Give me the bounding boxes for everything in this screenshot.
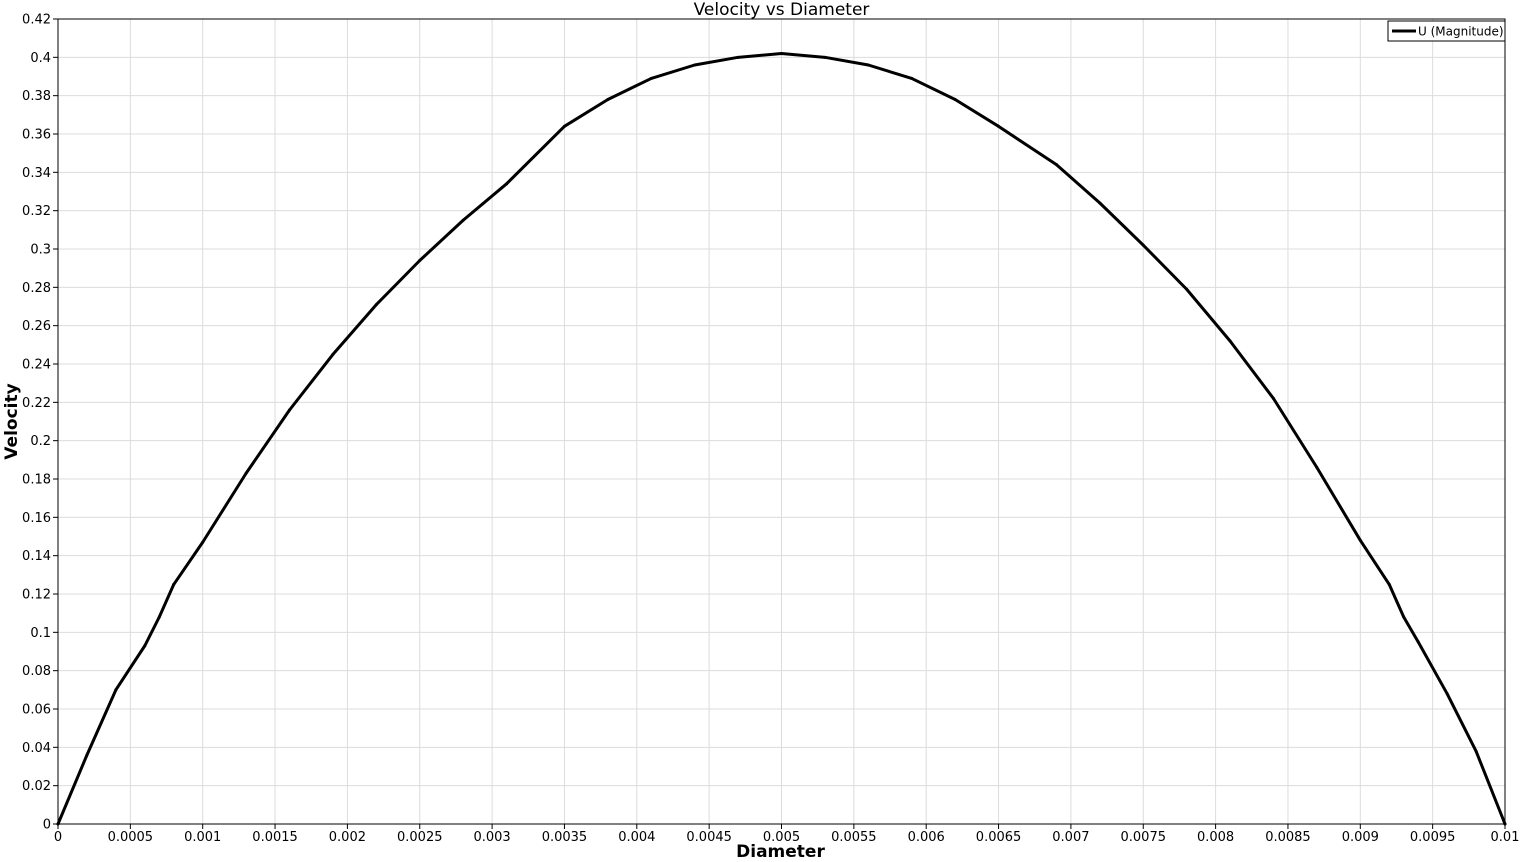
series-point <box>1228 339 1232 343</box>
series-point <box>85 753 89 757</box>
series-point <box>780 52 783 55</box>
series-point <box>997 124 1001 128</box>
y-axis-title: Velocity <box>2 383 22 459</box>
x-tick-label: 0.0025 <box>397 830 443 845</box>
x-tick-label: 0.006 <box>908 830 945 845</box>
x-tick-label: 0.0035 <box>542 830 588 845</box>
series-point <box>1387 582 1391 586</box>
y-tick-label: 0.04 <box>22 741 51 756</box>
series-point <box>1503 822 1507 826</box>
series-point <box>693 63 697 67</box>
x-tick-label: 0.01 <box>1491 830 1520 845</box>
series-point <box>649 76 653 80</box>
series-point <box>114 688 118 692</box>
series-point <box>823 55 827 59</box>
x-tick-label: 0.001 <box>184 830 221 845</box>
x-tick-label: 0.002 <box>329 830 366 845</box>
legend-label-u-magnitude: U (Magnitude) <box>1418 25 1504 39</box>
x-tick-label: 0.0055 <box>831 830 877 845</box>
y-tick-label: 0.1 <box>30 626 51 641</box>
chart-title: Velocity vs Diameter <box>694 0 870 20</box>
y-tick-label: 0.32 <box>22 204 51 219</box>
x-tick-label: 0.0065 <box>976 830 1022 845</box>
y-tick-label: 0.26 <box>22 319 51 334</box>
series-point <box>143 644 147 648</box>
series-point <box>1474 749 1478 753</box>
x-tick-label: 0.004 <box>618 830 655 845</box>
x-tick-label: 0 <box>54 830 62 845</box>
series-point <box>910 76 914 80</box>
y-tick-label: 0.42 <box>22 13 51 28</box>
x-tick-label: 0.0015 <box>252 830 298 845</box>
series-point <box>331 352 335 356</box>
y-tick-label: 0.14 <box>22 549 51 564</box>
y-tick-label: 0.2 <box>30 434 51 449</box>
series-layer <box>56 52 1507 826</box>
y-tick-label: 0.06 <box>22 703 51 718</box>
y-tick-label: 0.24 <box>22 358 51 373</box>
y-tick-label: 0.4 <box>30 51 51 66</box>
series-point <box>505 182 509 186</box>
series-point <box>1185 287 1189 291</box>
series-point <box>562 124 566 128</box>
x-tick-label: 0.0045 <box>686 830 732 845</box>
series-point <box>418 259 422 262</box>
y-tick-label: 0.12 <box>22 588 51 603</box>
series-point <box>56 822 60 826</box>
series-point <box>157 615 161 619</box>
x-tick-label: 0.009 <box>1342 830 1379 845</box>
y-tick-label: 0.16 <box>22 511 51 526</box>
y-tick-label: 0.34 <box>22 166 51 181</box>
x-tick-label: 0.007 <box>1052 830 1089 845</box>
y-tick-label: 0 <box>43 818 51 833</box>
legend-box <box>1387 20 1506 42</box>
series-point <box>288 408 292 412</box>
series-point <box>1271 397 1275 400</box>
series-point <box>461 218 465 222</box>
y-tick-label: 0.28 <box>22 281 51 296</box>
x-axis: 0 0.0005 0.001 0.0015 0.002 0.0025 0.003 0.0035… <box>54 824 1520 845</box>
series-point <box>953 98 957 101</box>
x-tick-label: 0.0095 <box>1410 830 1456 845</box>
y-axis: 0 0.02 0.04 0.06 0.08 0.1 0.12 0.14 0.16 0.18 0.2 0… <box>22 13 58 833</box>
series-point <box>1358 538 1362 542</box>
x-tick-label: 0.0075 <box>1121 830 1167 845</box>
series-point <box>1098 201 1102 205</box>
series-point <box>1141 243 1145 247</box>
series-point <box>1402 615 1406 619</box>
x-tick-label: 0.0085 <box>1265 830 1311 845</box>
series-point <box>1054 163 1058 167</box>
y-tick-label: 0.3 <box>30 243 51 258</box>
grid <box>57 18 1506 825</box>
series-point <box>736 55 740 59</box>
x-tick-label: 0.003 <box>473 830 510 845</box>
legend: U (Magnitude) <box>1387 20 1506 42</box>
series-point <box>374 303 378 307</box>
series-point <box>172 582 176 586</box>
y-tick-label: 0.38 <box>22 89 51 104</box>
series-point <box>866 63 870 67</box>
series-point <box>1445 692 1449 696</box>
x-tick-label: 0.005 <box>763 830 800 845</box>
series-point <box>1416 640 1420 644</box>
y-tick-label: 0.36 <box>22 128 51 143</box>
series-point <box>244 471 248 475</box>
x-axis-title: Diameter <box>736 842 825 862</box>
series-point <box>606 98 610 101</box>
series-point <box>201 540 205 544</box>
series-point <box>1315 466 1319 469</box>
y-tick-label: 0.18 <box>22 473 51 488</box>
y-tick-label: 0.02 <box>22 779 51 794</box>
y-tick-label: 0.08 <box>22 664 51 679</box>
x-tick-label: 0.008 <box>1197 830 1234 845</box>
y-tick-label: 0.22 <box>22 396 51 411</box>
x-tick-label: 0.0005 <box>108 830 154 845</box>
